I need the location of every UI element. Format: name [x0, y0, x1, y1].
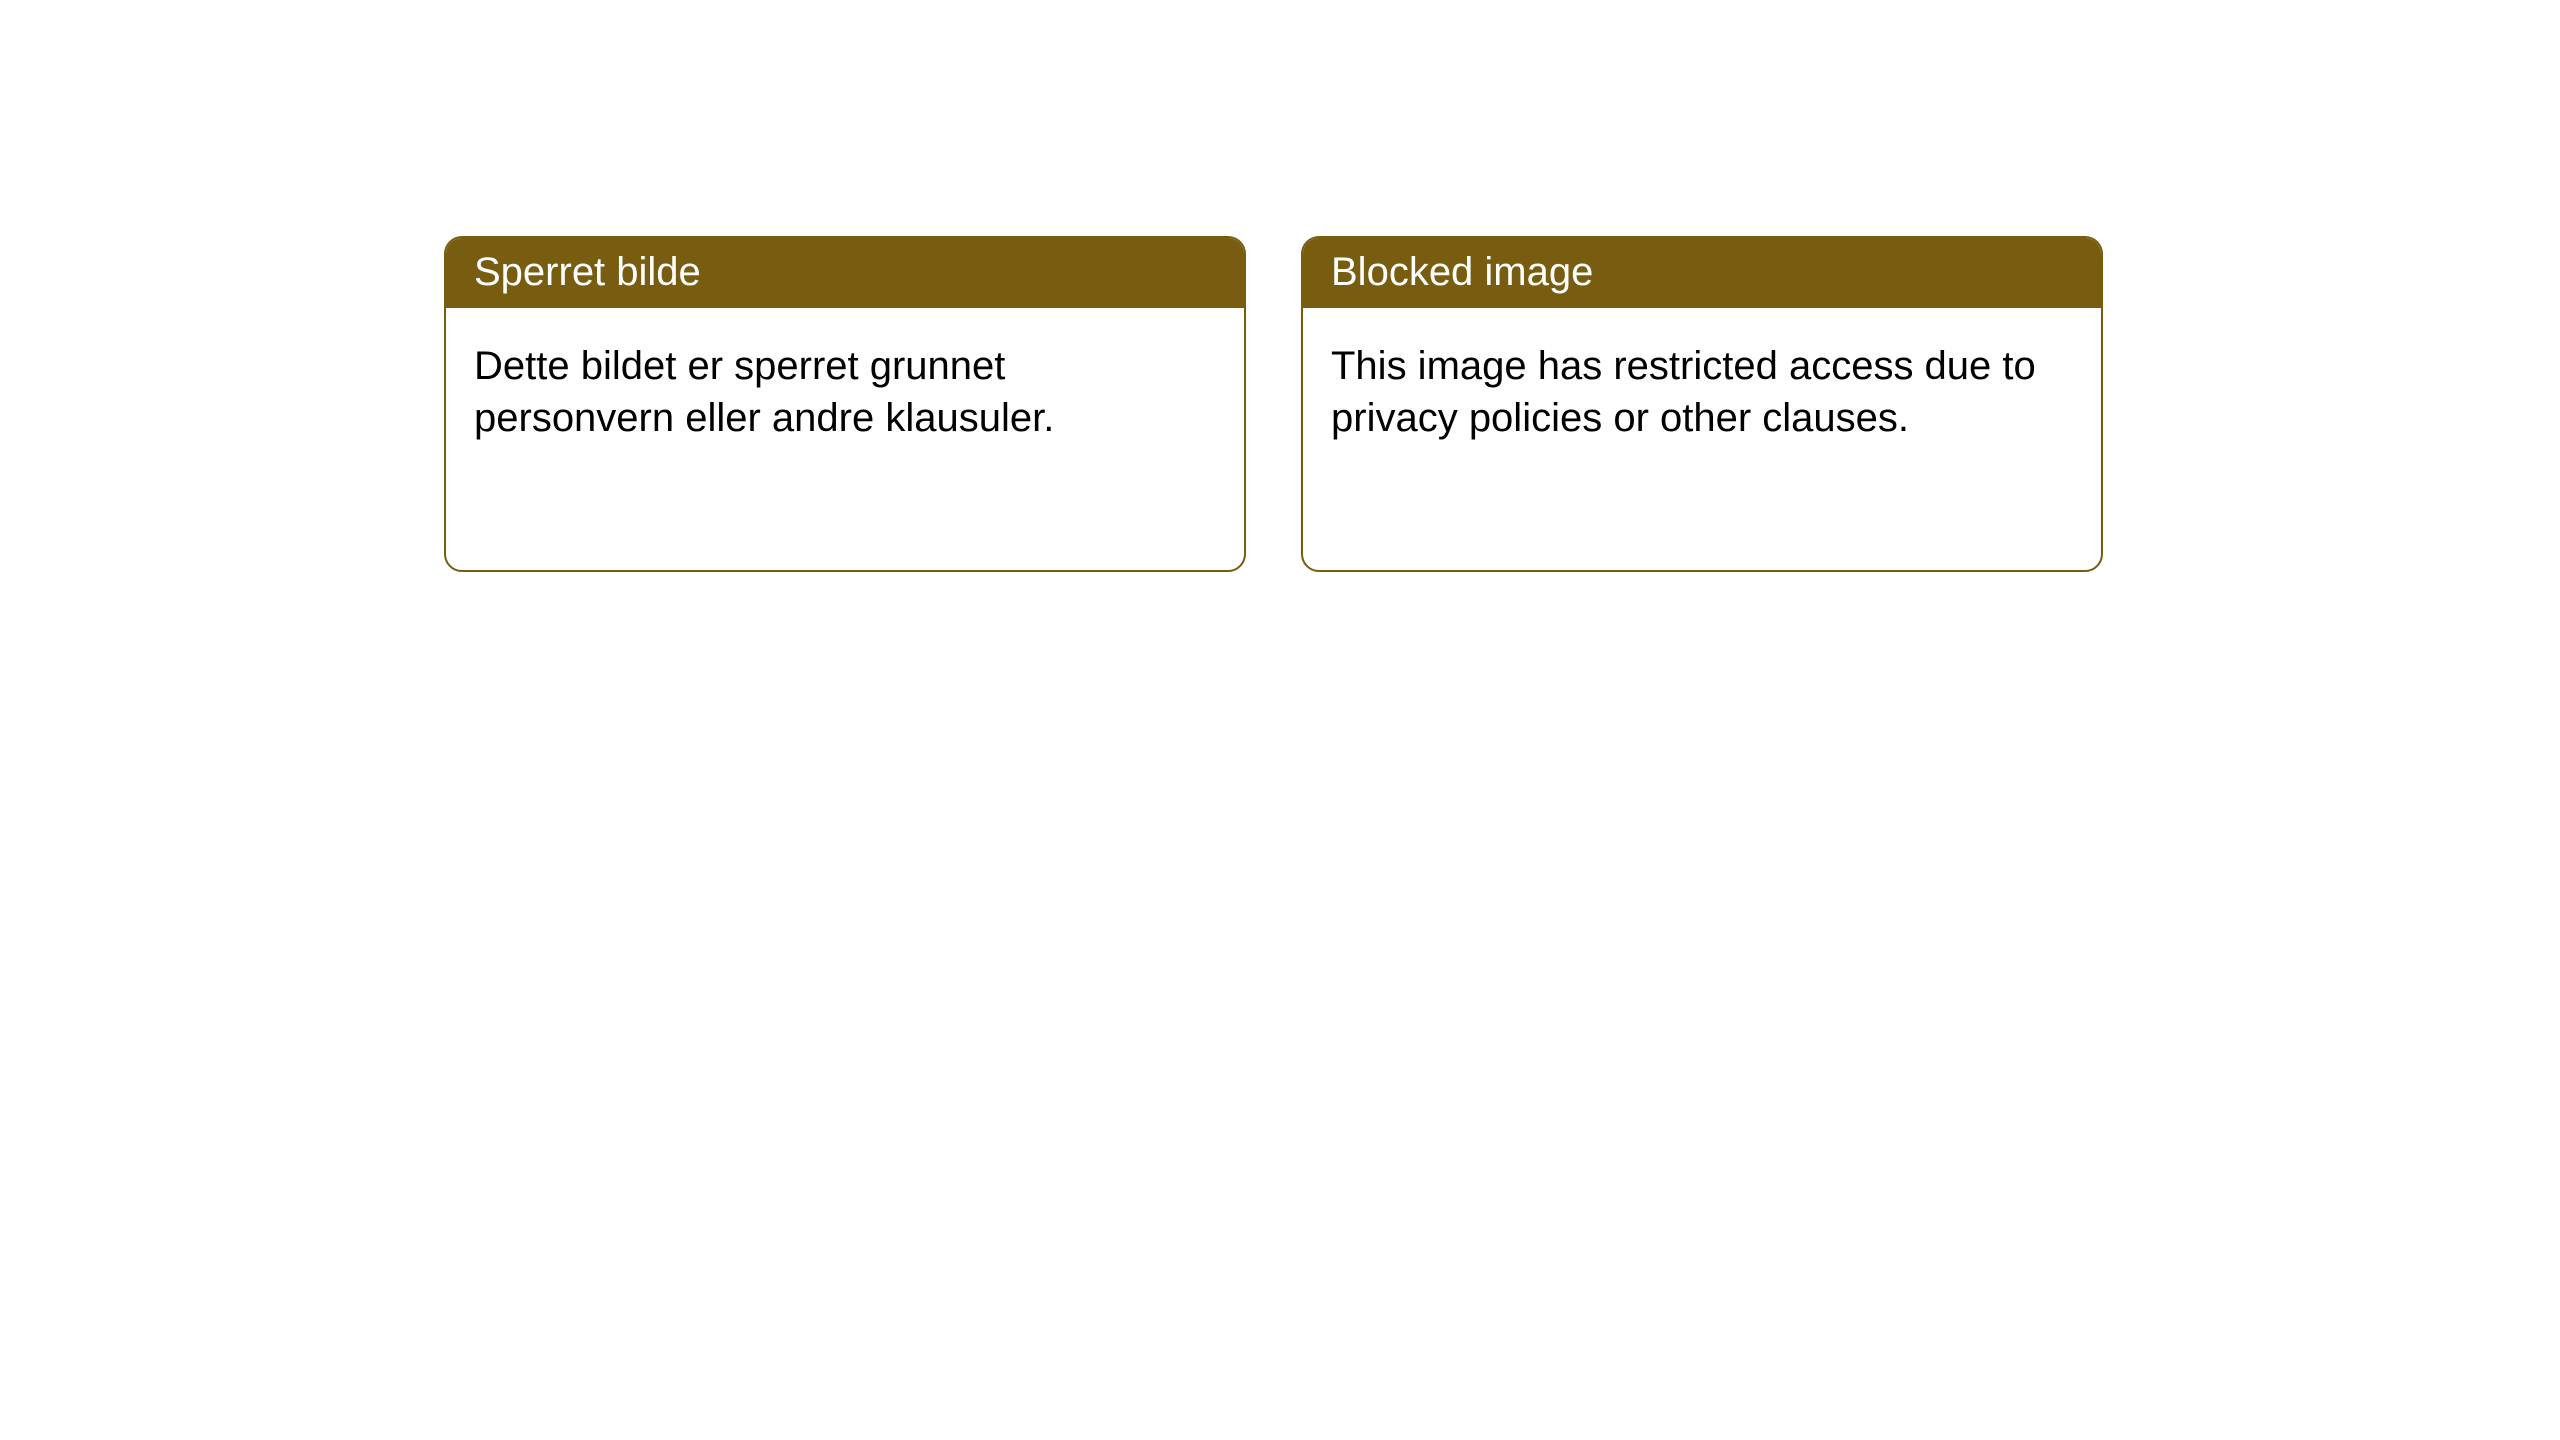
notice-title: Sperret bilde [474, 250, 701, 294]
notice-title: Blocked image [1331, 250, 1593, 294]
notice-body: This image has restricted access due to … [1303, 308, 2101, 476]
notice-header: Blocked image [1303, 238, 2101, 308]
notice-card-english: Blocked image This image has restricted … [1301, 236, 2103, 572]
notice-body: Dette bildet er sperret grunnet personve… [446, 308, 1244, 476]
notice-text: This image has restricted access due to … [1331, 344, 2036, 440]
notice-container: Sperret bilde Dette bildet er sperret gr… [0, 0, 2560, 572]
notice-text: Dette bildet er sperret grunnet personve… [474, 344, 1054, 440]
notice-header: Sperret bilde [446, 238, 1244, 308]
notice-card-norwegian: Sperret bilde Dette bildet er sperret gr… [444, 236, 1246, 572]
